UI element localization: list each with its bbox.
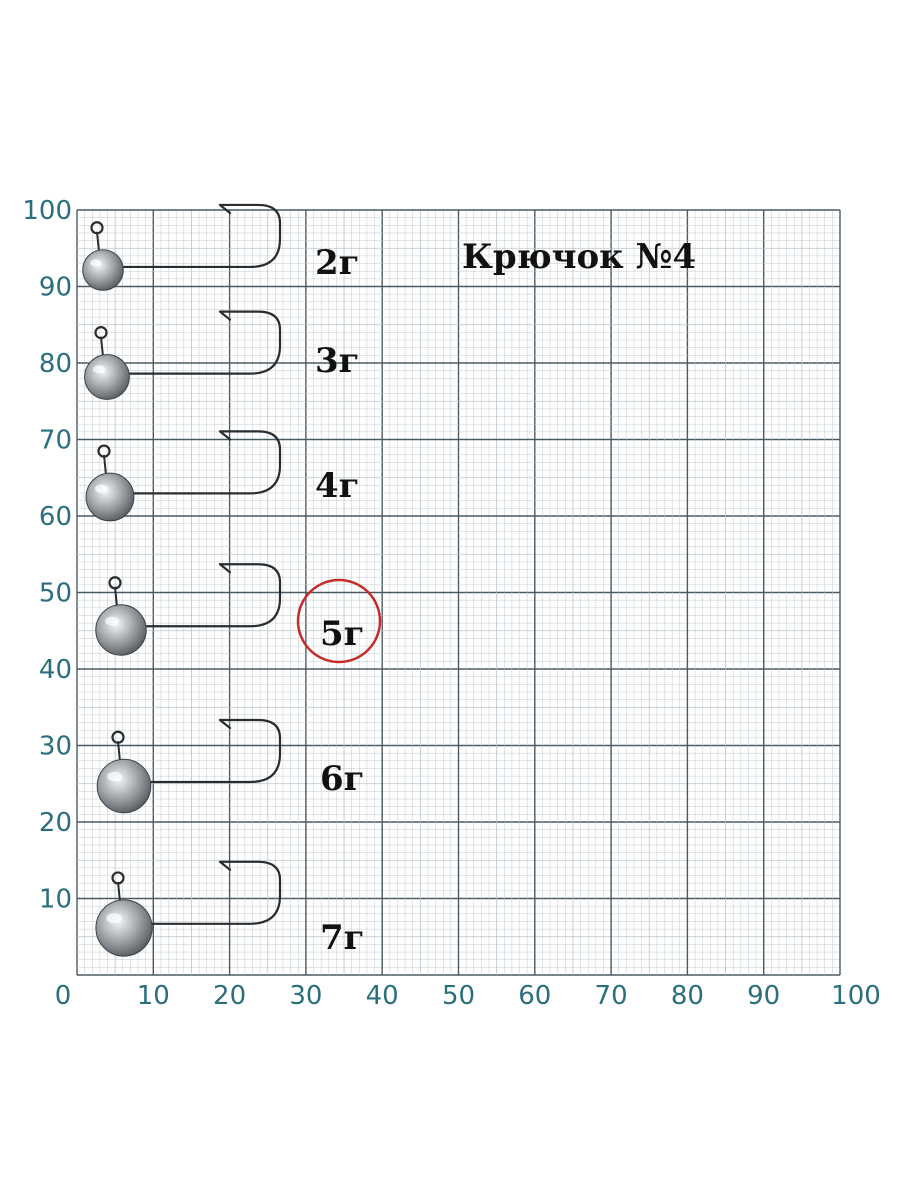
y-tick-label: 20 (39, 808, 72, 838)
eye-loop (97, 444, 111, 458)
y-tick-label: 40 (39, 655, 72, 685)
y-tick-label: 100 (22, 196, 72, 226)
lead-ball (82, 249, 124, 291)
jig-head (95, 860, 282, 957)
lead-ball (84, 354, 130, 400)
ball-highlight (105, 616, 120, 626)
y-tick-label: 60 (39, 502, 72, 532)
jig-head (95, 563, 282, 656)
ball-highlight (90, 259, 102, 267)
weight-label: 7г (320, 918, 365, 958)
x-tick-label: 90 (747, 981, 780, 1011)
eye-stem (103, 454, 107, 476)
weight-label: 4г (315, 466, 360, 506)
x-tick-label: 100 (831, 981, 881, 1011)
jig-head (82, 203, 282, 291)
jig-head (85, 430, 282, 522)
jig-head (84, 310, 282, 400)
weight-label: 2г (315, 243, 360, 283)
y-tick-label: 90 (39, 273, 72, 303)
jig-head (96, 718, 282, 814)
x-tick-label: 10 (137, 981, 170, 1011)
highlight-circle (296, 578, 382, 664)
ball-highlight (94, 484, 109, 493)
hook-wire (139, 860, 282, 925)
eye-loop (108, 576, 122, 590)
eye-stem (96, 231, 100, 252)
y-tick-label: 80 (39, 349, 72, 379)
weight-label: 3г (315, 341, 360, 381)
eye-stem (117, 741, 121, 762)
graph-grid (76, 209, 841, 976)
weight-label: 6г (320, 759, 365, 799)
eye-stem (117, 881, 121, 903)
x-tick-label: 50 (442, 981, 475, 1011)
lead-ball (95, 899, 153, 957)
eye-loop (90, 221, 104, 235)
hook-wire (123, 430, 282, 495)
x-tick-label: 0 (55, 981, 72, 1011)
x-tick-label: 80 (671, 981, 704, 1011)
x-tick-label: 30 (289, 981, 322, 1011)
lead-ball (95, 604, 147, 656)
hook-wire (135, 563, 282, 628)
x-tick-label: 20 (213, 981, 246, 1011)
jig-heads: 2г 3г 4г 5г 6г 7г (82, 203, 365, 958)
eye-stem (100, 336, 104, 357)
hook-wire (114, 203, 282, 269)
title: Крючок №4 (462, 237, 696, 277)
eye-loop (111, 730, 125, 744)
x-tick-label: 40 (366, 981, 399, 1011)
ball-highlight (106, 913, 123, 924)
hook-wire (138, 718, 282, 784)
eye-stem (114, 586, 118, 607)
x-tick-label: 70 (595, 981, 628, 1011)
hook-wire (119, 310, 282, 375)
y-tick-label: 30 (39, 732, 72, 762)
ball-highlight (92, 365, 106, 374)
y-tick-label: 50 (39, 579, 72, 609)
x-tick-label: 60 (518, 981, 551, 1011)
eye-loop (111, 871, 125, 885)
y-axis-labels: 100 90 80 70 60 50 40 30 20 10 (22, 196, 72, 915)
eye-loop (94, 326, 108, 340)
x-axis-labels: 0 10 20 30 40 50 60 70 80 90 100 (55, 981, 881, 1011)
ball-highlight (107, 771, 123, 782)
y-tick-label: 70 (39, 426, 72, 456)
weight-label: 5г (320, 614, 365, 654)
lead-ball (96, 758, 152, 814)
lead-ball (85, 472, 135, 522)
y-tick-label: 10 (39, 885, 72, 915)
